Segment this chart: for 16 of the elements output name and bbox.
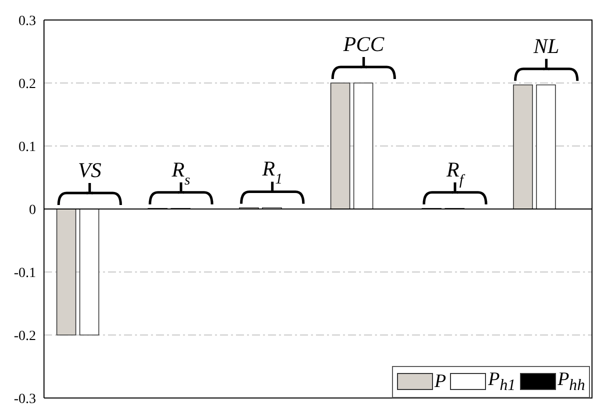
annotation: R$_{f}$ — [446, 157, 466, 188]
annotation: VS — [78, 158, 102, 182]
annotation: R$_{1}$ — [261, 156, 282, 188]
annotation: PCC — [342, 32, 386, 56]
annotation: R$_{s}$ — [170, 157, 191, 188]
y-tick-label: 0 — [29, 202, 36, 218]
y-tick-label: -0.2 — [14, 328, 36, 344]
y-tick-label: -0.1 — [14, 266, 36, 281]
legend-label: P — [434, 370, 446, 393]
y-tick-label: 0.1 — [18, 140, 36, 155]
y-tick-label: -0.3 — [14, 392, 36, 407]
legend-label: P$_{hh}$ — [558, 369, 585, 395]
y-tick-label: 0.3 — [18, 14, 36, 29]
legend-label: P$_{h1}$ — [488, 369, 516, 395]
annotation: NL — [532, 34, 560, 58]
y-tick-label: 0.2 — [18, 76, 36, 92]
